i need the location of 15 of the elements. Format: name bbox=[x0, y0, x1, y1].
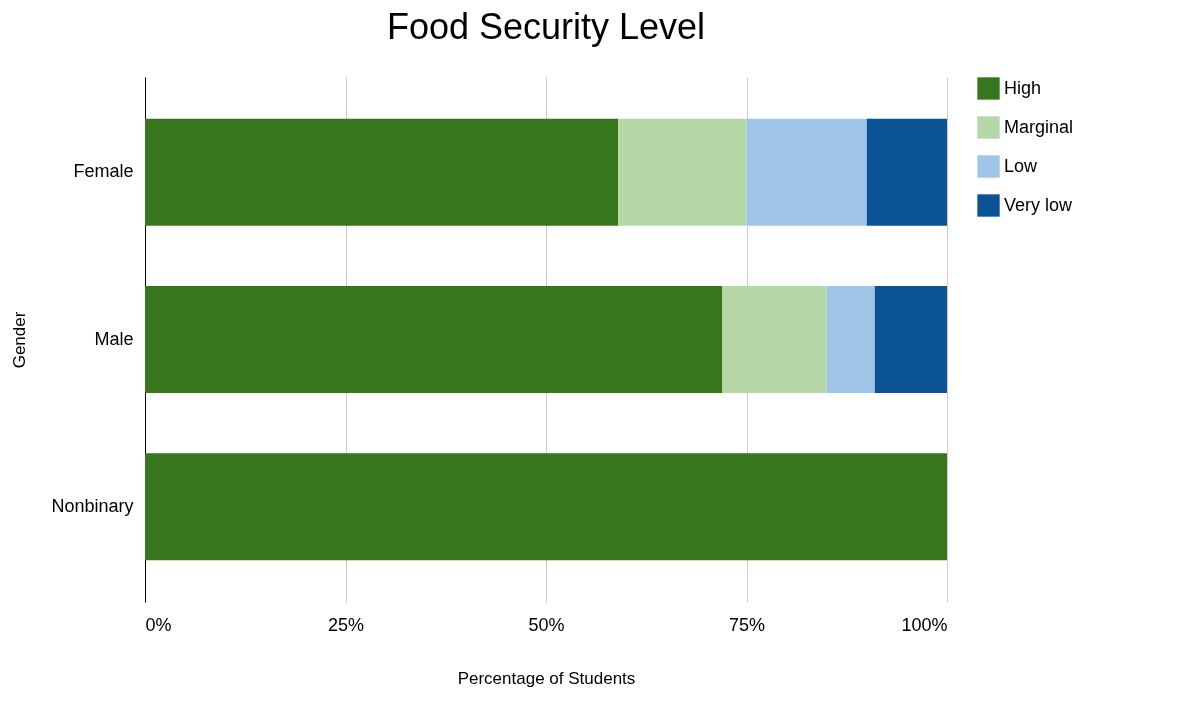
chart-title: Food Security Level bbox=[386, 6, 706, 47]
legend-label: Marginal bbox=[1004, 116, 1074, 137]
legend-label: Very low bbox=[1004, 194, 1074, 215]
y-tick-label: Female bbox=[73, 161, 134, 182]
legend-label: Low bbox=[1004, 155, 1039, 176]
x-tick-label: 0% bbox=[145, 614, 172, 635]
x-axis-title: Percentage of Students bbox=[457, 668, 636, 688]
x-tick-label: 25% bbox=[327, 614, 365, 635]
y-tick-label: Male bbox=[94, 328, 134, 349]
y-tick-label: Nonbinary bbox=[51, 495, 134, 516]
y-axis-title: Gender bbox=[10, 311, 30, 369]
x-tick-label: 50% bbox=[528, 614, 565, 635]
x-tick-label: 75% bbox=[728, 614, 766, 635]
x-tick-label: 100% bbox=[901, 614, 948, 635]
legend-label: High bbox=[1004, 77, 1042, 98]
